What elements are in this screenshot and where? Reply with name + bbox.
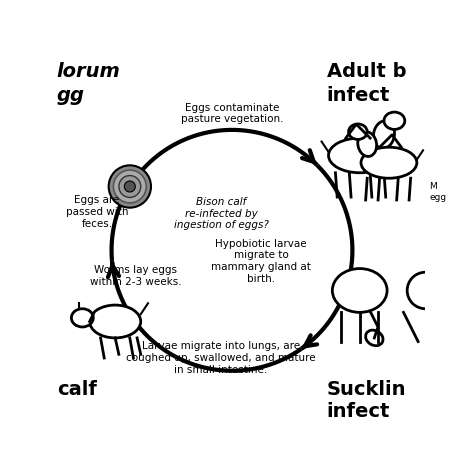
Text: Eggs contaminate
pasture vegetation.: Eggs contaminate pasture vegetation. xyxy=(181,103,283,124)
Text: lorum: lorum xyxy=(57,63,121,82)
Ellipse shape xyxy=(365,330,383,346)
Ellipse shape xyxy=(72,309,93,327)
Text: infect: infect xyxy=(327,86,390,105)
Text: Adult b: Adult b xyxy=(327,63,406,82)
Ellipse shape xyxy=(348,124,367,139)
Text: Hypobiotic larvae
migrate to
mammary gland at
birth.: Hypobiotic larvae migrate to mammary gla… xyxy=(211,239,311,283)
Ellipse shape xyxy=(328,138,391,173)
Text: Larvae migrate into lungs, are
coughed up, swallowed, and mature
in small intest: Larvae migrate into lungs, are coughed u… xyxy=(126,341,316,374)
Circle shape xyxy=(109,165,151,208)
Ellipse shape xyxy=(361,147,417,178)
Ellipse shape xyxy=(384,112,405,129)
Text: gg: gg xyxy=(57,86,85,105)
Text: Worms lay eggs
within 2-3 weeks.: Worms lay eggs within 2-3 weeks. xyxy=(90,265,181,287)
Circle shape xyxy=(124,181,135,192)
Text: Bison calf
re-infected by
ingestion of eggs?: Bison calf re-infected by ingestion of e… xyxy=(173,197,268,230)
Ellipse shape xyxy=(407,272,444,309)
Text: calf: calf xyxy=(57,380,97,399)
Circle shape xyxy=(113,170,146,203)
Ellipse shape xyxy=(332,269,387,312)
Ellipse shape xyxy=(358,132,377,156)
Text: infect: infect xyxy=(327,402,390,421)
Ellipse shape xyxy=(90,305,141,338)
Circle shape xyxy=(119,175,141,198)
Ellipse shape xyxy=(374,121,394,148)
Text: Sucklin: Sucklin xyxy=(327,380,406,399)
Text: M
egg: M egg xyxy=(429,182,446,201)
Text: Eggs are
passed with
feces.: Eggs are passed with feces. xyxy=(66,195,128,228)
